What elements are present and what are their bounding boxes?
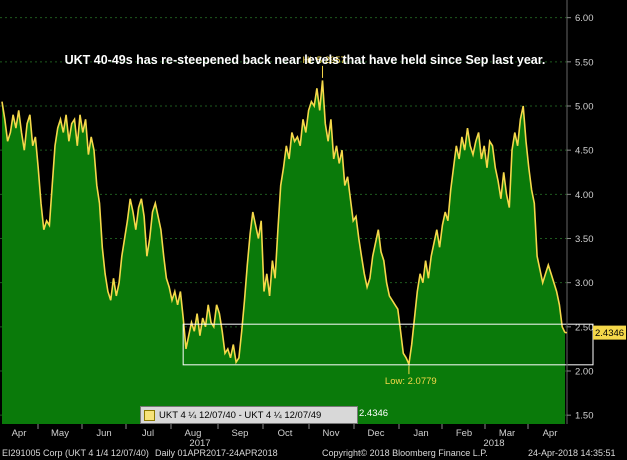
annotations: 2.4346 Hi: 5.2957 Low: 2.0779 bbox=[303, 55, 626, 387]
high-label: Hi: 5.2957 bbox=[303, 55, 346, 66]
series-line bbox=[1, 80, 566, 367]
x-axis: Apr May Jun Jul Aug Sep Oct Nov Dec Jan Feb Mar Apr 2… bbox=[12, 424, 558, 449]
x-tick-label-11: Mar bbox=[499, 428, 515, 439]
legend-series-name: UKT 4 ¼ 12/07/40 - UKT 4 ¼ 12/07/49 bbox=[159, 409, 322, 421]
series-area-fill bbox=[2, 80, 565, 425]
footer: EI291005 Corp (UKT 4 1/4 12/07/40) Daily… bbox=[0, 447, 627, 460]
x-tick-label-12: Apr bbox=[543, 428, 558, 439]
range-box bbox=[182, 323, 594, 366]
y-tick-label-9: 1.50 bbox=[575, 411, 594, 422]
legend-value: 2.4346 bbox=[359, 408, 389, 419]
x-tick-label-7: Nov bbox=[323, 428, 340, 439]
last-value-label: 2.4346 bbox=[595, 328, 624, 339]
y-tick-label-6: 3.00 bbox=[575, 278, 594, 289]
y-tick-label-1: 5.50 bbox=[575, 57, 594, 68]
y-tick-label-3: 4.50 bbox=[575, 146, 594, 157]
chart-title: UKT 40-49s has re-steepened back near le… bbox=[64, 53, 546, 67]
x-tick-label-9: Jan bbox=[413, 428, 428, 439]
y-tick-label-5: 3.50 bbox=[575, 234, 594, 245]
y-tick-label-7: 2.50 bbox=[575, 322, 594, 333]
footer-ticker: EI291005 Corp (UKT 4 1/4 12/07/40) bbox=[2, 448, 149, 458]
x-tick-label-5: Sep bbox=[232, 428, 249, 439]
x-tick-label-1: May bbox=[51, 428, 69, 439]
x-tick-label-8: Dec bbox=[368, 428, 385, 439]
y-tick-label-4: 4.00 bbox=[575, 190, 594, 201]
footer-range: Daily 01APR2017-24APR2018 bbox=[155, 448, 278, 458]
legend-swatch bbox=[144, 409, 155, 421]
low-label: Low: 2.0779 bbox=[385, 376, 437, 387]
y-axis: 6.00 5.50 5.00 4.50 4.00 3.50 3.00 2.50 2.00 1.50 bbox=[566, 0, 594, 424]
x-tick-label-2: Jun bbox=[96, 428, 111, 439]
x-year-label-1: 2018 bbox=[483, 438, 504, 449]
x-tick-label-4: Aug bbox=[185, 428, 202, 439]
x-tick-label-3: Jul bbox=[142, 428, 154, 439]
x-tick-label-10: Feb bbox=[456, 428, 472, 439]
y-tick-label-2: 5.00 bbox=[575, 102, 594, 113]
x-tick-label-0: Apr bbox=[12, 428, 27, 439]
y-tick-label-0: 6.00 bbox=[575, 13, 594, 24]
last-value-tag bbox=[593, 325, 626, 340]
x-year-label-0: 2017 bbox=[189, 438, 210, 449]
y-tick-label-8: 2.00 bbox=[575, 367, 594, 378]
footer-timestamp: 24-Apr-2018 14:35:51 bbox=[528, 448, 616, 458]
x-tick-label-6: Oct bbox=[278, 428, 293, 439]
footer-copyright: Copyright© 2018 Bloomberg Finance L.P. bbox=[322, 448, 488, 458]
legend[interactable]: UKT 4 ¼ 12/07/40 - UKT 4 ¼ 12/07/49 2.43… bbox=[140, 406, 388, 424]
